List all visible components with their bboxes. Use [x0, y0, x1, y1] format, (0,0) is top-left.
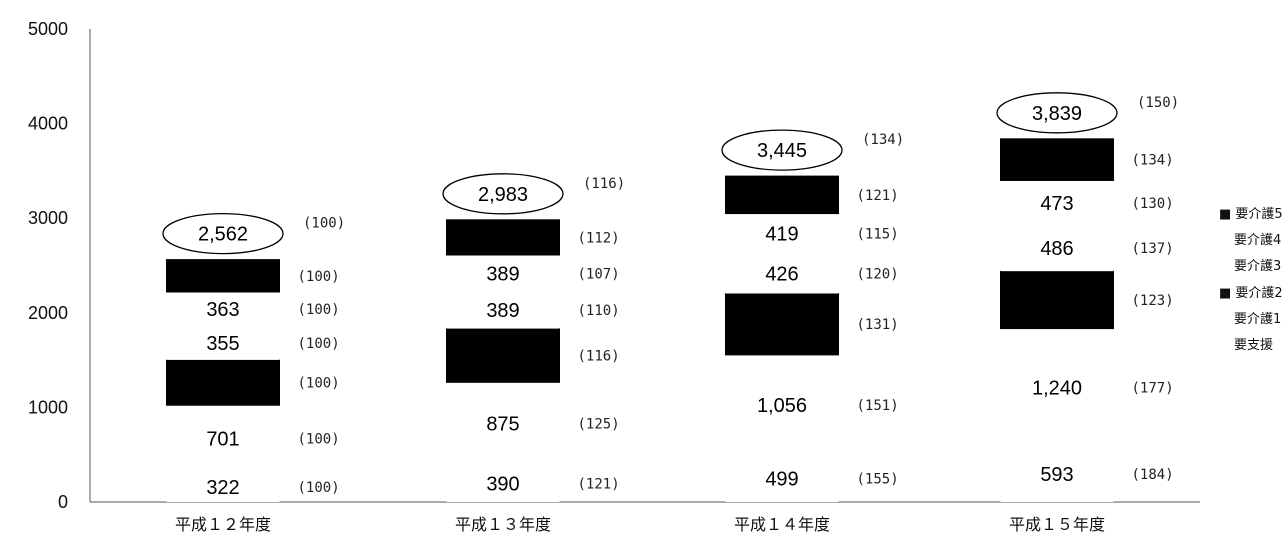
- bar-segment: [166, 326, 280, 360]
- total-index-label: (100): [303, 216, 345, 232]
- y-tick-label: 1000: [28, 397, 68, 417]
- legend: ■ 要介護5 要介護4 要介護3 ■ 要介護2 要介護1 要支援: [1219, 206, 1283, 353]
- bar-segment: [166, 359, 280, 406]
- segment-index-label: (155): [857, 471, 899, 487]
- segment-index-label: (177): [1132, 380, 1174, 396]
- total-ellipse: [996, 92, 1118, 134]
- bar-segment: [446, 291, 560, 329]
- bar-segment: [166, 405, 280, 472]
- bar-segment: [166, 471, 280, 502]
- segment-index-label: (137): [1132, 241, 1174, 257]
- segment-index-label: (121): [857, 188, 899, 204]
- segment-index-label: (100): [298, 336, 340, 352]
- segment-index-label: (110): [578, 303, 620, 319]
- segment-value-label: 322: [206, 477, 239, 499]
- bar-segment: [1000, 328, 1114, 446]
- bar-segment: [446, 382, 560, 466]
- bar-segment: [1000, 138, 1114, 181]
- bar-segment: [446, 219, 560, 256]
- segment-index-label: (100): [298, 431, 340, 447]
- x-category-label: 平成１４年度: [734, 515, 830, 534]
- segment-index-label: (100): [298, 269, 340, 285]
- segment-value-label: 1,056: [757, 395, 807, 417]
- bar-segment: [1000, 445, 1114, 502]
- y-axis-ticks: 0 1000 2000 3000 4000 5000: [28, 19, 68, 512]
- total-ellipse: [162, 212, 284, 255]
- total-ellipse: [442, 173, 564, 215]
- segment-index-label: (134): [1132, 153, 1174, 169]
- y-tick-label: 2000: [28, 303, 68, 323]
- segment-index-label: (184): [1132, 467, 1174, 483]
- legend-entry: ■ 要介護2: [1219, 285, 1283, 301]
- legend-entry: 要介護3: [1234, 258, 1281, 274]
- segment-index-label: (121): [578, 477, 620, 493]
- segment-value-label: 701: [206, 428, 239, 450]
- x-axis-categories: 平成１２年度 平成１３年度 平成１４年度 平成１５年度: [175, 515, 1105, 534]
- segment-value-label: 1,240: [1032, 377, 1082, 399]
- bar-segment: [1000, 180, 1114, 226]
- bar-segment: [1000, 270, 1114, 330]
- segment-value-label: 363: [206, 299, 239, 321]
- total-ellipse: [721, 129, 843, 171]
- data-labels: 322 (100) 701 (100) (100) 355 (100) 363 (100) (10…: [162, 92, 1179, 499]
- bars: [166, 138, 1114, 502]
- bar-segment: [446, 328, 560, 383]
- segment-value-label: 389: [486, 300, 519, 322]
- legend-entry: 要支援: [1234, 338, 1273, 353]
- bar-segment: [725, 213, 839, 254]
- total-value-label: 3,839: [1032, 103, 1082, 125]
- segment-index-label: (115): [857, 226, 899, 242]
- segment-index-label: (116): [578, 348, 620, 364]
- total-value-label: 2,562: [198, 224, 248, 246]
- segment-value-label: 473: [1040, 193, 1073, 215]
- segment-value-label: 499: [765, 468, 798, 490]
- total-value-label: 3,445: [757, 140, 807, 162]
- bar-segment: [725, 454, 839, 502]
- bar-segment: [166, 291, 280, 327]
- segment-value-label: 390: [486, 474, 519, 496]
- bar-segment: [446, 254, 560, 292]
- total-index-label: (150): [1137, 95, 1179, 111]
- y-tick-label: 5000: [28, 19, 68, 39]
- segment-index-label: (120): [857, 266, 899, 282]
- segment-value-label: 426: [765, 263, 798, 285]
- segment-index-label: (100): [298, 480, 340, 496]
- segment-value-label: 355: [206, 333, 239, 355]
- segment-value-label: 593: [1040, 464, 1073, 486]
- total-index-label: (134): [862, 132, 904, 148]
- legend-entry: 要介護4: [1234, 232, 1281, 248]
- total-index-label: (116): [583, 176, 625, 192]
- y-tick-label: 0: [58, 492, 68, 512]
- bar-segment: [725, 293, 839, 356]
- segment-index-label: (151): [857, 398, 899, 414]
- segment-value-label: 486: [1040, 238, 1073, 260]
- segment-index-label: (100): [298, 376, 340, 392]
- segment-index-label: (112): [578, 230, 620, 246]
- legend-entry: ■ 要介護5: [1219, 206, 1283, 222]
- segment-index-label: (131): [857, 317, 899, 333]
- segment-index-label: (100): [298, 302, 340, 318]
- y-tick-label: 3000: [28, 208, 68, 228]
- bar-segment: [725, 175, 839, 215]
- legend-entry: 要介護1: [1234, 311, 1281, 327]
- segment-value-label: 875: [486, 414, 519, 436]
- x-category-label: 平成１２年度: [175, 515, 271, 534]
- bar-segment: [725, 253, 839, 294]
- total-value-label: 2,983: [478, 184, 528, 206]
- y-tick-label: 4000: [28, 114, 68, 134]
- segment-index-label: (125): [578, 417, 620, 433]
- x-category-label: 平成１５年度: [1009, 515, 1105, 534]
- bar-segment: [446, 465, 560, 502]
- bar-segment: [1000, 225, 1114, 272]
- segment-value-label: 389: [486, 263, 519, 285]
- bar-segment: [166, 259, 280, 293]
- x-category-label: 平成１３年度: [455, 515, 551, 534]
- segment-value-label: 419: [765, 223, 798, 245]
- segment-index-label: (107): [578, 266, 620, 282]
- bar-segment: [725, 354, 839, 455]
- segment-index-label: (130): [1132, 196, 1174, 212]
- segment-index-label: (123): [1132, 293, 1174, 309]
